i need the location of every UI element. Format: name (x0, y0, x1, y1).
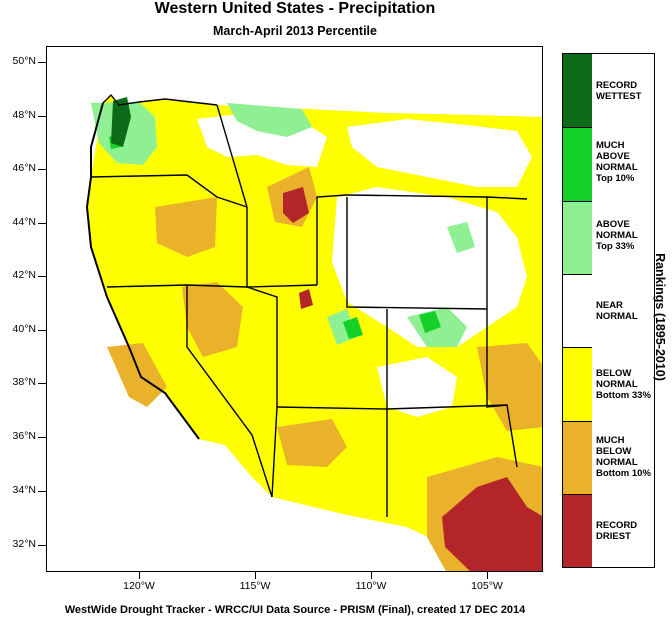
lat-tick (38, 62, 46, 63)
legend: RECORD WETTEST MUCH ABOVE NORMAL Top 10%… (562, 53, 655, 568)
lon-tick (139, 572, 140, 579)
map-subtitle: March-April 2013 Percentile (213, 24, 377, 38)
precipitation-map (46, 46, 543, 572)
region-much-below (182, 282, 243, 357)
lat-label: 46°N (12, 162, 36, 174)
footer-credit: WestWide Drought Tracker - WRCC/UI Data … (64, 604, 526, 616)
region-above-normal (447, 222, 475, 253)
coastline (85, 102, 200, 440)
map-canvas (47, 47, 542, 571)
legend-label-much-above: MUCH ABOVE NORMAL Top 10% (596, 140, 638, 184)
region-much-below (477, 343, 542, 431)
lon-tick (487, 572, 488, 579)
legend-label-below-normal: BELOW NORMAL Bottom 33% (596, 368, 651, 401)
legend-label-above-normal: ABOVE NORMAL Top 33% (596, 219, 638, 252)
map-title: Western United States - Precipitation (154, 0, 436, 17)
legend-swatch-record-driest (563, 495, 592, 567)
lat-tick (38, 330, 46, 331)
region-much-below (277, 419, 347, 467)
lat-tick (38, 116, 46, 117)
legend-swatch-above-normal (563, 202, 592, 275)
legend-label-record-wettest: RECORD WETTEST (596, 80, 642, 102)
lon-label: 120°W (123, 580, 155, 592)
lon-tick (371, 572, 372, 579)
lon-label: 110°W (355, 580, 387, 592)
lat-tick (38, 545, 46, 546)
legend-swatch-below-normal (563, 348, 592, 422)
lat-label: 40°N (12, 323, 36, 335)
state-borders (90, 93, 528, 517)
lat-tick (38, 383, 46, 384)
region-record-wettest (111, 97, 131, 147)
region-record-driest (299, 289, 313, 309)
region-near-normal (377, 357, 457, 417)
lat-label: 50°N (12, 55, 36, 67)
lat-tick (38, 276, 46, 277)
lat-tick (38, 491, 46, 492)
lat-tick (38, 223, 46, 224)
lat-label: 42°N (12, 269, 36, 281)
legend-label-much-below: MUCH BELOW NORMAL Bottom 10% (596, 435, 651, 479)
region-much-above (343, 317, 363, 339)
legend-swatch-near-normal (563, 275, 592, 348)
region-much-above (419, 311, 441, 333)
legend-axis: Rankings (1895-2010) (650, 240, 670, 400)
legend-label-record-driest: RECORD DRIEST (596, 520, 638, 542)
region-record-driest (442, 477, 542, 571)
legend-swatch-record-wettest (563, 54, 592, 128)
region-record-driest (283, 187, 309, 223)
region-much-below (155, 197, 217, 257)
region-above-normal (227, 103, 312, 137)
lat-tick (38, 169, 46, 170)
lat-label: 38°N (12, 376, 36, 388)
legend-label-near-normal: NEAR NORMAL (596, 300, 638, 322)
lat-label: 48°N (12, 109, 36, 121)
lat-label: 34°N (12, 484, 36, 496)
lat-label: 32°N (12, 538, 36, 550)
lon-tick (255, 572, 256, 579)
legend-swatch-much-above (563, 128, 592, 202)
lat-tick (38, 437, 46, 438)
lon-label: 115°W (239, 580, 271, 592)
region-much-below (107, 343, 167, 407)
legend-swatch-much-below (563, 422, 592, 495)
legend-axis-title: Rankings (1895-2010) (653, 253, 667, 381)
lat-label: 36°N (12, 430, 36, 442)
lat-label: 44°N (12, 216, 36, 228)
lon-label: 105°W (471, 580, 503, 592)
region-near-normal (347, 119, 532, 187)
